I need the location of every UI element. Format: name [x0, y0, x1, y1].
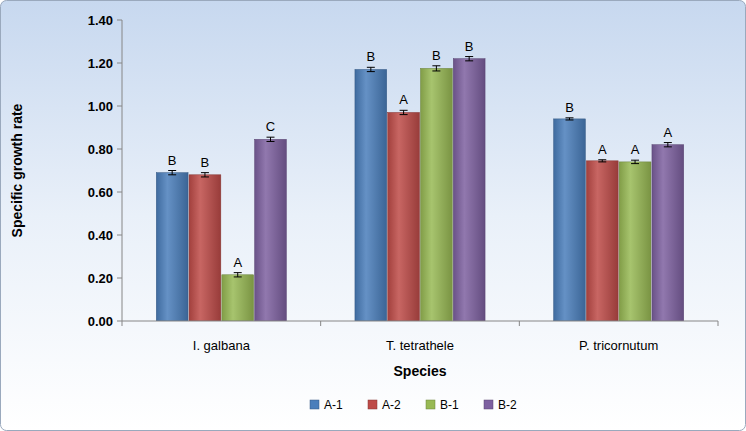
annotation: A: [631, 142, 640, 157]
bar: [156, 173, 188, 321]
y-tick-label: 0.60: [88, 185, 113, 200]
error-bar: [598, 160, 606, 162]
x-tick: [122, 321, 123, 326]
y-tick-label: 0.40: [88, 228, 113, 243]
bar: [586, 161, 618, 321]
y-tick: [117, 149, 122, 150]
annotation: A: [598, 142, 607, 157]
legend-swatch: [484, 400, 493, 409]
bar: [388, 112, 420, 321]
bar: [619, 162, 651, 321]
legend-swatch: [426, 400, 435, 409]
error-bar: [201, 173, 209, 177]
annotation: B: [432, 48, 441, 63]
bar: [222, 275, 254, 321]
x-tick-label: T. tetrathele: [386, 338, 454, 353]
legend-label: A-1: [324, 398, 343, 412]
error-bar: [267, 137, 275, 141]
legend-label: B-1: [440, 398, 459, 412]
y-axis-title: Specific growth rate: [9, 103, 25, 237]
legend-swatch: [368, 400, 377, 409]
error-bar: [367, 67, 375, 71]
x-tick: [718, 321, 719, 326]
background: [1, 1, 746, 431]
error-bar: [234, 273, 242, 277]
bar: [421, 68, 453, 321]
bar: [189, 175, 221, 321]
y-tick-label: 0.80: [88, 142, 113, 157]
bar: [453, 59, 485, 321]
error-bar: [432, 66, 440, 71]
error-bar: [400, 110, 408, 114]
bar: [652, 145, 684, 321]
annotation: B: [366, 49, 375, 64]
annotation: A: [233, 255, 242, 270]
y-tick-label: 0.00: [88, 314, 113, 329]
annotation: B: [168, 153, 177, 168]
chart: B B B B A A A B A C B A 0.00 0.20 0.40 0.60 0.80 1.00 1.20…: [0, 0, 746, 431]
legend: A-1 A-2 B-1 B-2: [310, 398, 517, 412]
y-tick-label: 1.20: [88, 56, 113, 71]
x-tick: [519, 321, 520, 326]
x-tick: [320, 321, 321, 326]
x-tick-label: I. galbana: [193, 338, 251, 353]
error-bar: [565, 118, 573, 120]
y-axis: [122, 20, 123, 321]
error-bar: [664, 143, 672, 147]
y-tick: [117, 20, 122, 21]
y-tick: [117, 235, 122, 236]
bars: [156, 59, 683, 321]
legend-label: A-2: [382, 398, 401, 412]
annotation: C: [266, 119, 275, 134]
legend-swatch: [310, 400, 319, 409]
error-bar: [631, 160, 639, 163]
x-axis-title: Species: [394, 363, 447, 379]
annotation: A: [399, 92, 408, 107]
error-bars: [168, 57, 672, 277]
y-tick-label: 0.20: [88, 271, 113, 286]
legend-label: B-2: [498, 398, 517, 412]
y-tick-label: 1.00: [88, 99, 113, 114]
annotation: B: [565, 100, 574, 115]
y-tick: [117, 106, 122, 107]
x-axis: [122, 321, 718, 322]
annotation: B: [201, 155, 210, 170]
error-bar: [168, 171, 176, 175]
y-tick: [117, 321, 122, 322]
y-tick: [117, 278, 122, 279]
annotation: A: [664, 125, 673, 140]
bar: [554, 119, 586, 321]
bar: [255, 139, 287, 321]
y-tick: [117, 192, 122, 193]
y-tick-label: 1.40: [88, 13, 113, 28]
y-tick: [117, 63, 122, 64]
x-tick-label: P. tricornutum: [579, 338, 658, 353]
annotation: B: [465, 39, 474, 54]
bar: [355, 69, 387, 321]
error-bar: [465, 57, 473, 61]
